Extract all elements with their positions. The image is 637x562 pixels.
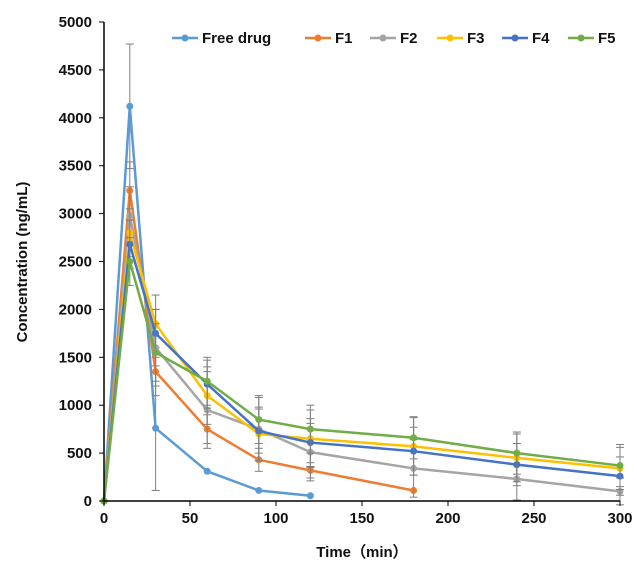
series-line	[102, 243, 621, 502]
series-6	[100, 237, 624, 505]
data-point	[203, 377, 211, 385]
legend-item: F4	[502, 30, 550, 47]
data-point	[306, 425, 314, 433]
legend-swatch-marker	[379, 34, 387, 42]
data-point	[126, 258, 134, 265]
data-point	[255, 486, 263, 494]
y-tick-label: 0	[84, 493, 92, 510]
x-tick-labels: 0 50 100 150 200 250 300	[100, 510, 633, 527]
legend-swatch-marker	[314, 34, 322, 42]
legend-label: Free drug	[202, 30, 271, 47]
legend-label: F5	[598, 30, 616, 47]
data-point	[152, 424, 160, 432]
data-point	[126, 102, 134, 110]
legend-swatch-marker	[181, 34, 189, 42]
y-tick-label: 4000	[59, 110, 92, 127]
legend-label: F3	[467, 30, 485, 47]
legend-item: F3	[437, 30, 485, 47]
y-tick-label: 3000	[59, 206, 92, 223]
legend-swatch-marker	[577, 34, 585, 42]
data-point	[616, 462, 624, 470]
legend-swatch-marker	[511, 34, 519, 42]
data-point	[203, 467, 211, 475]
legend-label: F2	[400, 30, 418, 47]
y-tick-label: 3500	[59, 158, 92, 175]
y-tick-label: 2000	[59, 301, 92, 318]
y-axis-title: Concentration (ng/mL)	[14, 182, 31, 343]
legend: Free drug F1 F2 F3 F4 F5	[172, 30, 616, 47]
legend-label: F4	[532, 30, 550, 47]
legend-item: Free drug	[172, 30, 271, 47]
legend-item: F2	[370, 30, 418, 47]
series-line	[102, 260, 621, 502]
plot-area	[100, 43, 624, 506]
x-tick-label: 150	[349, 510, 374, 527]
legend-item: F5	[568, 30, 616, 47]
x-tick-label: 50	[182, 510, 199, 527]
x-tick-label: 200	[435, 510, 460, 527]
y-tick-label: 1500	[59, 349, 92, 366]
y-tick-label: 4500	[59, 62, 92, 79]
legend-item: F1	[305, 30, 353, 47]
x-tick-label: 100	[263, 510, 288, 527]
legend-swatch-marker	[446, 34, 454, 42]
legend-label: F1	[335, 30, 353, 47]
data-point	[255, 416, 263, 424]
x-tick-label: 0	[100, 510, 108, 527]
x-axis-title: Time（min）	[316, 543, 407, 561]
y-tick-label: 5000	[59, 14, 92, 31]
x-tick-label: 300	[607, 510, 632, 527]
y-tick-label: 500	[67, 445, 92, 462]
series-line	[102, 105, 311, 502]
data-point	[306, 492, 314, 500]
y-tick-label: 1000	[59, 397, 92, 414]
axes	[99, 21, 621, 506]
data-point	[152, 349, 160, 357]
data-point	[513, 449, 521, 457]
y-tick-label: 2500	[59, 254, 92, 271]
y-tick-labels: 0 500 1000 1500 2000 2500 3000 3500 4000 4500 5000	[59, 14, 92, 510]
x-tick-label: 250	[521, 510, 546, 527]
data-point	[410, 434, 418, 442]
